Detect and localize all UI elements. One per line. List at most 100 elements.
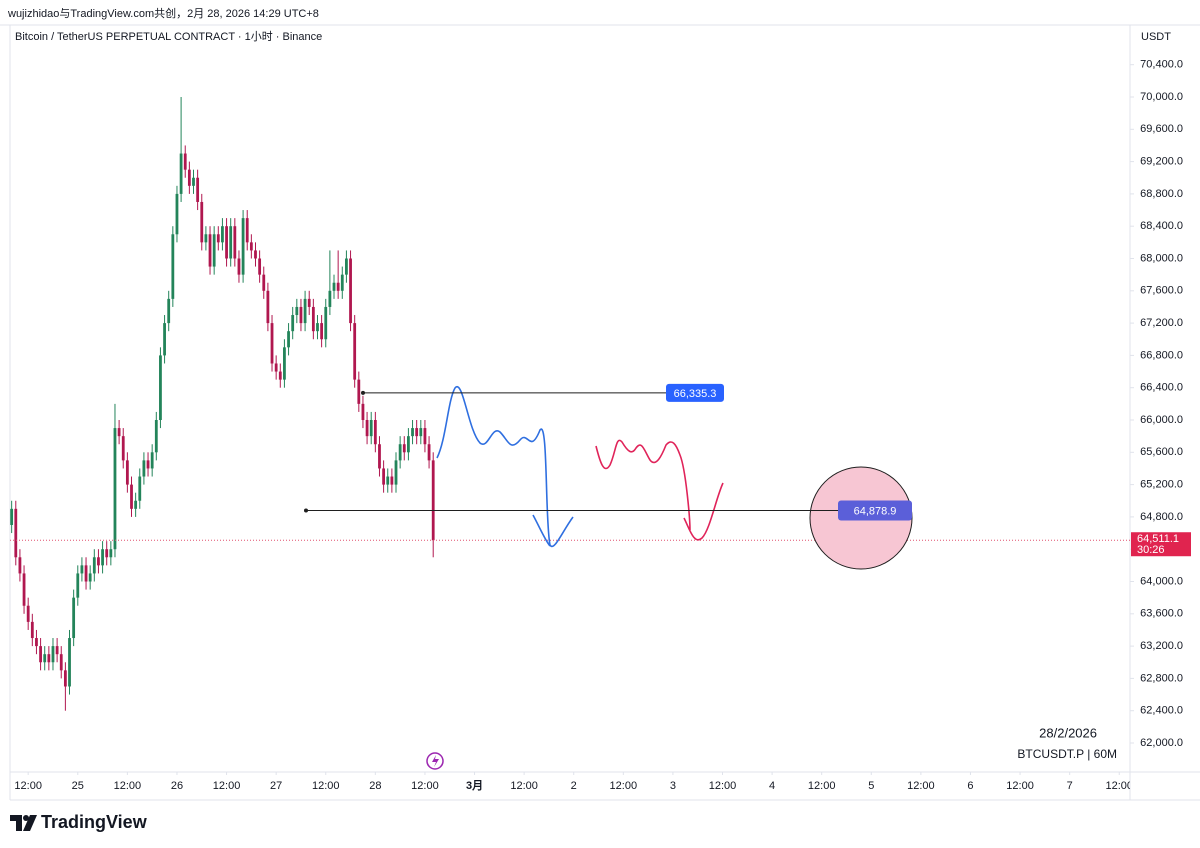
candle-body: [229, 226, 233, 259]
candle-body: [68, 638, 71, 687]
date-label: 28/2/2026: [1039, 725, 1097, 740]
candle-body: [233, 226, 237, 259]
x-tick-label: 27: [270, 780, 282, 792]
candle-body: [138, 476, 142, 501]
level-anchor: [361, 390, 365, 395]
candle-body: [39, 646, 42, 663]
candle-body: [10, 508, 14, 525]
candle-body: [258, 258, 262, 275]
candle-body: [154, 420, 158, 453]
brand-name: TradingView: [41, 812, 148, 832]
x-tick-label: 4: [769, 780, 775, 792]
candle-body: [274, 363, 278, 372]
x-tick-label: 12:00: [610, 780, 638, 792]
candle-body: [55, 646, 59, 655]
candle-body: [332, 282, 336, 291]
candle-body: [427, 444, 431, 461]
x-axis: 12:00 25 12:00 26 12:00 27 12:00 28 12:00 3月 12:00…: [14, 772, 1130, 792]
level-anchor: [304, 508, 308, 513]
candle-body: [320, 323, 324, 340]
x-tick-label: 2: [571, 780, 577, 792]
candle-body: [411, 428, 414, 437]
y-tick-label: 62,400.0: [1140, 705, 1183, 717]
candle-body: [88, 573, 92, 582]
candle-body: [336, 282, 340, 291]
candle-body: [113, 428, 117, 550]
y-tick-label: 66,000.0: [1140, 414, 1183, 426]
candle-body: [311, 306, 315, 332]
attribution: wujizhidao与TradingView.com共创，2月 28, 2026…: [7, 7, 319, 20]
y-tick-label: 65,600.0: [1140, 446, 1183, 458]
candle-body: [237, 258, 241, 275]
x-tick-label: 12:00: [114, 780, 142, 792]
y-tick-label: 68,800.0: [1140, 188, 1183, 200]
candle-body: [97, 557, 100, 566]
candle-body: [307, 298, 311, 307]
candle-body: [353, 323, 357, 380]
candle-body: [431, 460, 435, 541]
candle-body: [208, 234, 212, 267]
x-tick-label: 5: [868, 780, 874, 792]
candle-body: [287, 331, 290, 348]
level-label-box: [838, 500, 912, 521]
x-tick-label: 7: [1067, 780, 1073, 792]
candle-body: [340, 274, 344, 291]
last-price-label: 64,511.1: [1137, 533, 1179, 545]
candle-body: [241, 218, 245, 275]
candle-body: [117, 428, 121, 437]
candle-body: [84, 565, 88, 582]
candle-body: [134, 500, 138, 509]
candle-body: [324, 306, 328, 340]
candle-body: [270, 323, 274, 364]
candle-body: [212, 234, 216, 267]
candle-body: [415, 428, 419, 437]
event-icon[interactable]: [426, 752, 444, 770]
candle-body: [101, 549, 104, 566]
x-tick-label: 12:00: [14, 780, 42, 792]
candle-body: [72, 597, 76, 639]
brand-logo: [10, 815, 37, 831]
y-tick-label: 69,600.0: [1140, 123, 1183, 135]
plot-area: [10, 96, 1130, 711]
candle-body: [303, 298, 307, 324]
y-tick-label: 67,600.0: [1140, 285, 1183, 297]
candle-body: [196, 177, 200, 202]
y-tick-label: 68,400.0: [1140, 220, 1183, 232]
candle-body: [163, 323, 166, 356]
candle-body: [80, 565, 84, 574]
event-bolt: [432, 755, 439, 767]
x-tick-label: 28: [369, 780, 381, 792]
candle-body: [26, 605, 30, 622]
candle-body: [419, 428, 423, 437]
candle-body: [378, 444, 381, 469]
candle-body: [204, 234, 208, 243]
candle-body: [47, 654, 51, 663]
candle-body: [221, 226, 224, 243]
candle-body: [159, 355, 162, 421]
candle-body: [283, 347, 286, 380]
y-tick-label: 68,000.0: [1140, 252, 1183, 264]
x-tick-label: 12:00: [709, 780, 737, 792]
x-tick-label: 3: [670, 780, 676, 792]
candle-body: [365, 420, 369, 437]
candle-body: [216, 234, 220, 243]
y-tick-label: 64,000.0: [1140, 575, 1183, 587]
y-tick-label: 70,400.0: [1140, 59, 1183, 71]
candle-body: [35, 638, 38, 647]
candle-body: [254, 250, 257, 259]
candle-body: [130, 484, 133, 509]
candle-body: [18, 557, 22, 574]
candle-body: [109, 549, 113, 558]
last-price-box: [1131, 532, 1191, 557]
candle-body: [357, 379, 361, 404]
candle-body: [22, 573, 26, 606]
symbol-label: BTCUSDT.P | 60M: [1017, 747, 1117, 761]
y-tick-label: 63,600.0: [1140, 608, 1183, 620]
candle-body: [187, 169, 191, 186]
candle-body: [266, 290, 270, 324]
candle-body: [349, 258, 352, 324]
candle-body: [345, 258, 348, 275]
candle-body: [171, 234, 175, 299]
x-tick-label: 12:00: [1006, 780, 1034, 792]
blue-sketch: [436, 385, 574, 548]
